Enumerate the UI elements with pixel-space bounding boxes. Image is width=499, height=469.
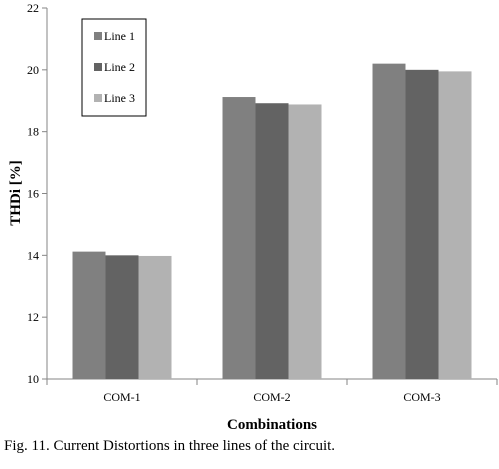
y-axis-title: THDi [%]	[8, 160, 24, 225]
legend-label: Line 1	[104, 29, 135, 43]
bar-com-1-line-2	[105, 255, 139, 379]
y-tick-label: 20	[27, 63, 39, 77]
y-tick-label: 10	[27, 372, 39, 386]
legend-swatch	[94, 94, 102, 102]
chart-legend: Line 1 Line 2 Line 3	[81, 18, 147, 117]
legend-box	[81, 18, 147, 117]
bar-com-1-line-3	[138, 255, 172, 379]
bar-com-2-line-1	[222, 97, 256, 379]
x-tick-label: COM-2	[253, 390, 290, 404]
x-axis-title: Combinations	[227, 417, 317, 433]
y-tick-label: 18	[27, 125, 39, 139]
bar-com-3-line-3	[438, 71, 472, 380]
legend-swatch	[94, 63, 102, 71]
legend-label: Line 2	[104, 60, 135, 74]
legend-label: Line 3	[104, 91, 135, 105]
bars-layer	[72, 63, 472, 380]
y-tick-label: 14	[27, 248, 39, 262]
labels-layer: Combinations THDi [%] 10 12 14 16 18 20 22 COM-…	[8, 1, 441, 433]
bar-com-3-line-2	[405, 69, 439, 379]
legend-swatch	[94, 32, 102, 40]
x-tick-label: COM-1	[103, 390, 140, 404]
bar-com-3-line-1	[372, 63, 406, 380]
x-tick-label: COM-3	[403, 390, 440, 404]
figure-caption: Fig. 11. Current Distortions in three li…	[4, 438, 336, 454]
bar-com-1-line-1	[72, 251, 106, 379]
y-tick-label: 12	[27, 310, 39, 324]
y-tick-label: 16	[27, 187, 39, 201]
bar-com-2-line-3	[288, 104, 322, 380]
y-tick-label: 22	[27, 1, 39, 15]
bar-com-2-line-2	[255, 103, 289, 380]
